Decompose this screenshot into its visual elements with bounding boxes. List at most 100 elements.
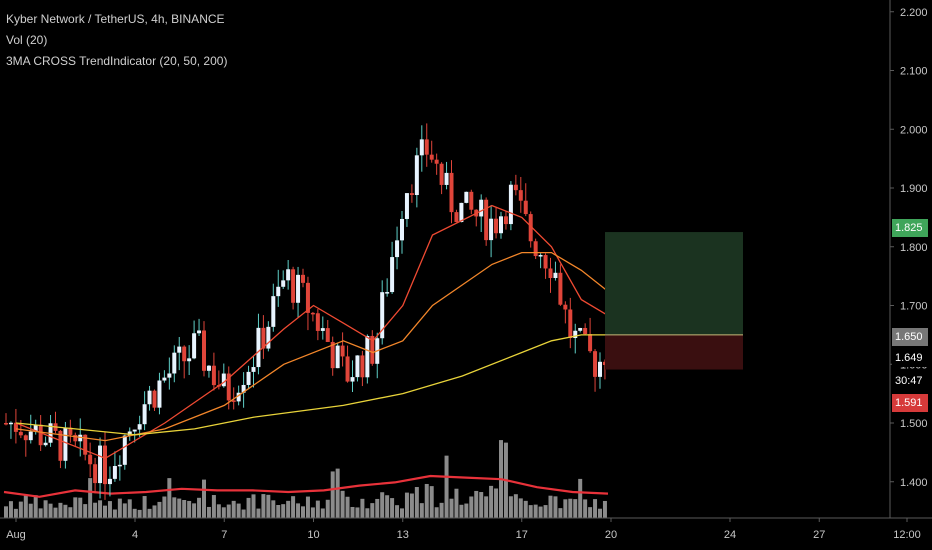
price-tick-label: 1.400 (900, 477, 928, 489)
candle-body (73, 434, 78, 442)
volume-bar (112, 509, 117, 518)
volume-bar (127, 499, 132, 518)
candle-body (593, 351, 598, 377)
time-tick-label: 20 (605, 529, 617, 541)
legend-indicator[interactable]: 3MA CROSS TrendIndicator (20, 50, 200) (6, 54, 228, 68)
candle-body (236, 392, 241, 402)
candle-body (187, 358, 192, 362)
loss-zone[interactable] (605, 334, 743, 370)
candle-body (88, 454, 93, 465)
time-tick-label: 17 (516, 529, 528, 541)
volume-bar (419, 503, 424, 518)
volume-bar (261, 494, 266, 518)
volume-bar (568, 498, 573, 518)
candle-body (409, 193, 414, 196)
volume-bar (444, 455, 449, 518)
volume-bar (602, 500, 607, 518)
candle-body (459, 202, 464, 223)
profit-zone[interactable] (605, 232, 743, 335)
candle-body (226, 373, 231, 401)
volume-bar (187, 500, 192, 518)
candle-body (533, 241, 538, 257)
volume-bar (578, 478, 583, 518)
volume-bar (202, 479, 206, 518)
volume-bar (350, 506, 355, 518)
candle-body (503, 216, 508, 225)
candle-body (127, 431, 132, 436)
volume-bar (588, 507, 593, 518)
volume-bar (484, 496, 489, 518)
candle-body (192, 333, 197, 359)
candle-body (414, 155, 419, 196)
candle-body (538, 255, 543, 257)
candle-body (122, 435, 127, 465)
volume-bar (548, 495, 553, 518)
volume-bar (271, 500, 276, 518)
legend-symbol[interactable]: Kyber Network / TetherUS, 4h, BINANCE (6, 12, 225, 26)
candle-body (231, 400, 236, 402)
volume-bar (172, 497, 177, 518)
candle-body (573, 330, 578, 339)
price-tick-label: 1.800 (900, 242, 928, 254)
candle-body (365, 335, 370, 378)
candle-body (251, 367, 256, 372)
volume-bar (13, 508, 18, 518)
time-tick-label: 10 (307, 529, 319, 541)
volume-bar (73, 497, 78, 518)
candle-body (543, 255, 548, 269)
candle-body (271, 296, 276, 327)
volume-bar (414, 487, 419, 518)
candle-body (523, 200, 528, 215)
volume-bar (454, 488, 459, 518)
volume-bar (291, 496, 296, 518)
stop-price-badge: 1.591 (892, 394, 928, 412)
volume-bar (4, 506, 8, 518)
position-tool[interactable] (605, 232, 743, 370)
volume-bar (177, 498, 182, 518)
volume-bar (464, 503, 469, 518)
candle-body (563, 304, 568, 310)
candle-body (4, 423, 8, 425)
volume-bar (251, 494, 256, 518)
candle-body (241, 384, 246, 393)
volume-bar (58, 502, 63, 518)
volume-bar (429, 486, 434, 518)
volume-bar (286, 500, 291, 518)
volume-bar (518, 498, 523, 518)
volume-bar (325, 499, 330, 518)
volume-bar (236, 503, 241, 518)
volume-bar (256, 508, 261, 518)
candle-body (8, 422, 13, 425)
price-tick-label: 1.700 (900, 301, 928, 313)
candle-body (18, 431, 23, 436)
candle-body (400, 218, 404, 241)
volume-bar (33, 495, 38, 518)
candle-body (162, 377, 167, 381)
candle-body (602, 361, 607, 366)
candle-body (499, 216, 503, 234)
candle-body (419, 139, 424, 156)
candle-body (43, 442, 48, 446)
candle-body (404, 193, 409, 219)
volume-bar (83, 504, 88, 518)
volume-bar (296, 503, 301, 518)
candle-body (291, 269, 296, 303)
ma200-line (15, 334, 611, 436)
ma20-line (15, 204, 612, 460)
volume-bar (43, 500, 48, 518)
volume-bar (330, 471, 335, 518)
candle-body (489, 218, 494, 241)
candle-body (202, 330, 206, 371)
volume-bar (231, 500, 236, 518)
volume-bar (167, 478, 172, 518)
volume-bar (63, 504, 68, 518)
candle-body (494, 218, 499, 234)
volume-bar (543, 505, 548, 518)
candle-body (78, 434, 83, 442)
candle-body (246, 371, 251, 385)
volume-bar (216, 504, 221, 518)
legend-volume[interactable]: Vol (20) (6, 33, 48, 47)
volume-bar (48, 503, 53, 518)
